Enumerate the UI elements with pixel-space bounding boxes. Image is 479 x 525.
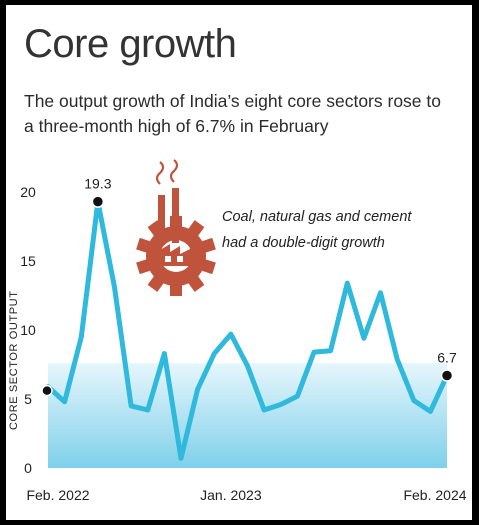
chart-title: Core growth	[24, 22, 237, 66]
data-label: 19.3	[84, 176, 111, 192]
data-label-marker	[91, 195, 105, 208]
chimney-left	[158, 195, 165, 245]
chart-subtitle: The output growth of India’s eight core …	[24, 91, 441, 136]
y-tick-label: 0	[24, 460, 32, 476]
factory-gear-icon	[136, 159, 216, 296]
area-layer	[48, 363, 447, 468]
annotation-line-2: had a double-digit growth	[222, 235, 385, 251]
start-marker	[41, 384, 53, 397]
factory-window	[165, 256, 171, 262]
annotation-line-1: Coal, natural gas and cement	[222, 209, 412, 225]
area-band	[48, 363, 447, 468]
x-tick-label: Jan. 2023	[200, 487, 262, 503]
data-label-marker	[440, 369, 454, 382]
axis-layer: 0 5 10 15 20 Feb. 2022 Jan. 2023 Feb. 2024	[20, 184, 467, 503]
y-tick-label: 15	[20, 253, 36, 269]
x-tick-label: Feb. 2024	[403, 487, 466, 503]
x-tick-label: Feb. 2022	[26, 487, 89, 503]
data-label: 6.7	[437, 350, 457, 366]
factory-window	[177, 256, 183, 262]
label-layer: 19.3 6.7	[41, 176, 457, 397]
y-axis-label: CORE SECTOR OUTPUT	[8, 290, 20, 430]
smoke	[155, 159, 179, 185]
chimney-right	[172, 188, 179, 243]
line-layer	[45, 199, 450, 461]
y-tick-label: 20	[20, 184, 36, 200]
y-tick-label: 10	[20, 322, 36, 338]
y-tick-label: 5	[24, 391, 32, 407]
